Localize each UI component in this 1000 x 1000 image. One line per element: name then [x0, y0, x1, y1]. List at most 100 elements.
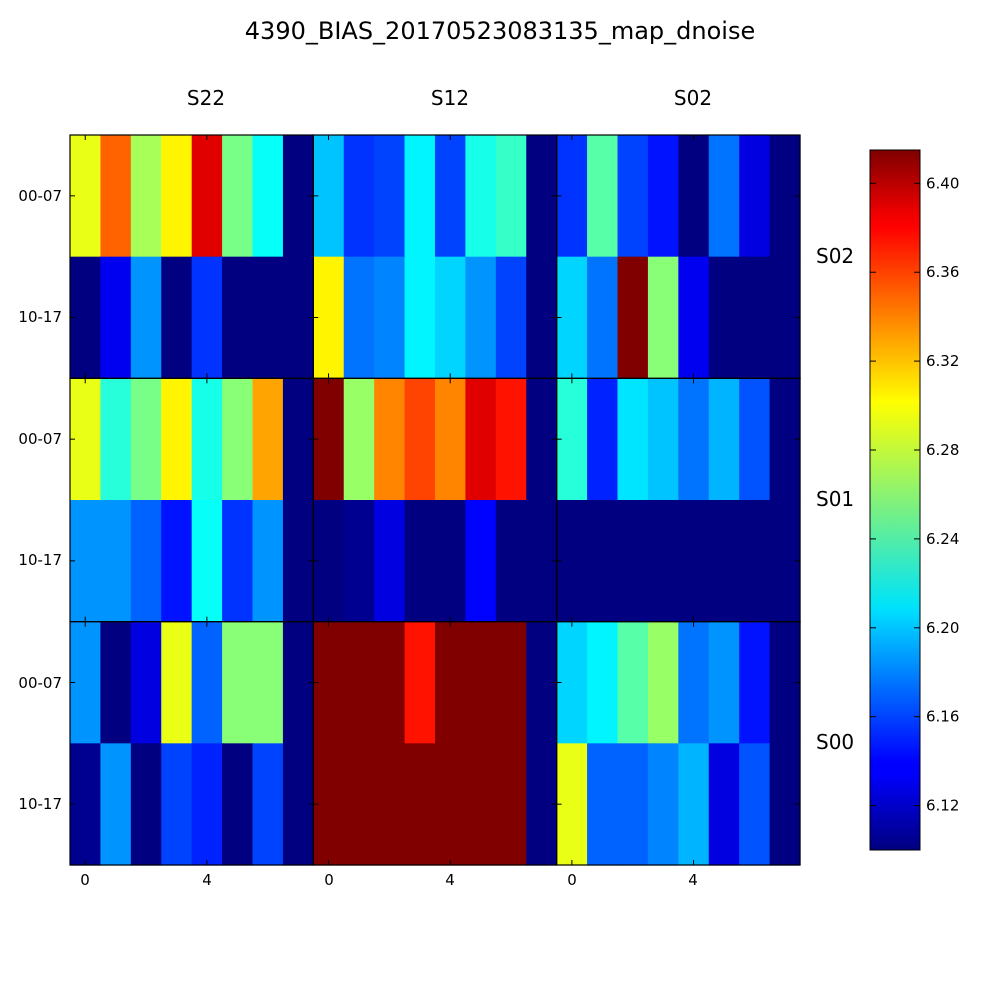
- heatmap-cell: [404, 500, 436, 623]
- heatmap-cell: [678, 378, 710, 501]
- heatmap-cell: [70, 743, 102, 866]
- heatmap-cell: [739, 500, 771, 623]
- x-tick-label: 4: [202, 871, 212, 889]
- heatmap-cell: [587, 500, 619, 623]
- row-group-label-s01: S01: [816, 487, 854, 511]
- heatmap-cell: [191, 256, 223, 379]
- heatmap-cell: [70, 621, 102, 744]
- heatmap-cell: [374, 621, 406, 744]
- heatmap-cell: [617, 135, 649, 258]
- panel-frames: [69, 134, 801, 866]
- heatmap-cells: [70, 135, 801, 866]
- heatmap-cell: [161, 378, 193, 501]
- colorbar-tick-label: 6.12: [926, 797, 959, 815]
- heatmap-cell: [343, 500, 375, 623]
- heatmap-cell: [191, 743, 223, 866]
- row-tick-label: 00-07: [18, 674, 62, 692]
- heatmap-cell: [70, 378, 102, 501]
- colorbar-tick-label: 6.28: [926, 441, 959, 459]
- heatmap-cell: [435, 500, 467, 623]
- heatmap-cell: [100, 135, 132, 258]
- heatmap-cell: [556, 621, 588, 744]
- heatmap-cell: [647, 743, 679, 866]
- heatmap-cell: [70, 500, 102, 623]
- heatmap-cell: [617, 621, 649, 744]
- heatmap-cell: [435, 378, 467, 501]
- heatmap-cell: [100, 256, 132, 379]
- heatmap-cell: [587, 621, 619, 744]
- heatmap-cell: [647, 256, 679, 379]
- row-tick-label: 10-17: [18, 551, 62, 569]
- heatmap-cell: [556, 743, 588, 866]
- heatmap-cell: [252, 621, 284, 744]
- heatmap-cell: [647, 500, 679, 623]
- heatmap-cell: [374, 256, 406, 379]
- heatmap-cell: [587, 135, 619, 258]
- colorbar-ticks: 6.12 6.16 6.20 6.24 6.28 6.32 6.36 6.40: [870, 174, 959, 815]
- heatmap-cell: [161, 256, 193, 379]
- heatmap-cell: [708, 621, 740, 744]
- heatmap-cell: [678, 135, 710, 258]
- row-tick-label: 10-17: [18, 308, 62, 326]
- colorbar-tick-label: 6.40: [926, 174, 959, 192]
- colorbar-tick-label: 6.20: [926, 619, 959, 637]
- x-tick-label: 0: [324, 871, 334, 889]
- heatmap-cell: [222, 621, 254, 744]
- heatmap-cell: [556, 500, 588, 623]
- heatmap-cell: [495, 500, 527, 623]
- heatmap-cell: [191, 500, 223, 623]
- heatmap-cell: [587, 743, 619, 866]
- heatmap-cell: [404, 378, 436, 501]
- heatmap-cell: [252, 135, 284, 258]
- heatmap-cell: [647, 135, 679, 258]
- x-tick-label: 0: [80, 871, 90, 889]
- heatmap-cell: [465, 378, 497, 501]
- heatmap-cell: [617, 743, 649, 866]
- heatmap-cell: [130, 743, 162, 866]
- heatmap-cell: [130, 500, 162, 623]
- heatmap-cell: [465, 256, 497, 379]
- heatmap-cell: [435, 256, 467, 379]
- heatmap-cell: [678, 743, 710, 866]
- heatmap-cell: [374, 378, 406, 501]
- heatmap-cell: [617, 378, 649, 501]
- heatmap-cell: [465, 500, 497, 623]
- heatmap-cell: [556, 378, 588, 501]
- x-tick-label: 4: [445, 871, 455, 889]
- heatmap-cell: [556, 256, 588, 379]
- heatmap-cell: [313, 743, 345, 866]
- heatmap-cell: [222, 135, 254, 258]
- heatmap-cell: [678, 500, 710, 623]
- heatmap-cell: [556, 135, 588, 258]
- heatmap-cell: [587, 256, 619, 379]
- heatmap-cell: [161, 500, 193, 623]
- heatmap-cell: [678, 621, 710, 744]
- column-group-label-s02: S02: [674, 86, 712, 110]
- heatmap-cell: [739, 256, 771, 379]
- column-group-label-s22: S22: [187, 86, 225, 110]
- row-group-label-s02: S02: [816, 244, 854, 268]
- heatmap-cell: [161, 621, 193, 744]
- heatmap-cell: [587, 378, 619, 501]
- heatmap-cell: [495, 378, 527, 501]
- heatmap-cell: [313, 500, 345, 623]
- heatmap-cell: [252, 500, 284, 623]
- heatmap-cell: [465, 621, 497, 744]
- heatmap-cell: [739, 621, 771, 744]
- x-tick-label: 0: [567, 871, 577, 889]
- colorbar-tick-label: 6.36: [926, 263, 959, 281]
- heatmap-cell: [404, 621, 436, 744]
- heatmap-cell: [70, 256, 102, 379]
- heatmap-cell: [708, 256, 740, 379]
- heatmap-cell: [495, 743, 527, 866]
- heatmap-cell: [678, 256, 710, 379]
- heatmap-cell: [708, 500, 740, 623]
- heatmap-cell: [739, 378, 771, 501]
- heatmap-cell: [313, 256, 345, 379]
- heatmap-cell: [495, 621, 527, 744]
- heatmap-cell: [161, 135, 193, 258]
- heatmap-cell: [404, 743, 436, 866]
- heatmap-cell: [100, 500, 132, 623]
- heatmap-cell: [495, 256, 527, 379]
- heatmap-cell: [222, 743, 254, 866]
